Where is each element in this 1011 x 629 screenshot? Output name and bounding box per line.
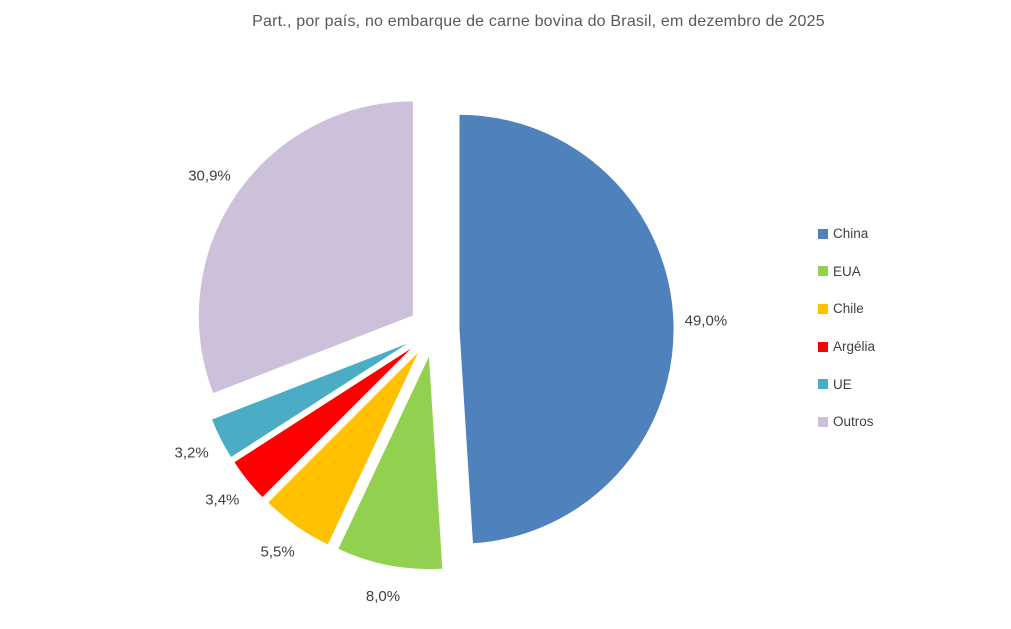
- legend-label-argelia: Argélia: [833, 339, 876, 355]
- legend-swatch-ue: [818, 379, 828, 390]
- chart-title: Part., por país, no embarque de carne bo…: [252, 13, 825, 30]
- legend-item-chile[interactable]: Chile: [818, 290, 875, 328]
- legend-swatch-outros: [818, 416, 828, 427]
- legend-label-china: China: [833, 226, 869, 242]
- legend-item-eua[interactable]: EUA: [818, 253, 875, 291]
- pie-slice-eua[interactable]: [337, 354, 444, 571]
- data-label-china: 49,0%: [685, 312, 728, 329]
- legend-item-outros[interactable]: Outros: [818, 403, 875, 441]
- legend-item-ue[interactable]: UE: [818, 365, 875, 403]
- legend-label-chile: Chile: [833, 301, 864, 317]
- pie-slice-china[interactable]: [458, 113, 675, 545]
- data-label-chile: 5,5%: [260, 543, 294, 560]
- legend-item-china[interactable]: China: [818, 215, 875, 253]
- legend-label-outros: Outros: [833, 414, 874, 430]
- pie-slice-outros[interactable]: [197, 100, 414, 395]
- legend-item-argelia[interactable]: Argélia: [818, 328, 875, 366]
- pie-slice-chile[interactable]: [266, 350, 421, 546]
- legend-label-ue: UE: [833, 376, 852, 392]
- data-label-argelia: 3,4%: [205, 492, 239, 509]
- chart-legend: China EUA Chile Argélia UE Outros: [818, 215, 875, 441]
- legend-swatch-chile: [818, 303, 828, 314]
- legend-label-eua: EUA: [833, 263, 861, 279]
- data-label-eua: 8,0%: [366, 588, 400, 605]
- legend-swatch-eua: [818, 266, 828, 277]
- pie-slice-ue[interactable]: [210, 340, 412, 459]
- pie-slice-argelia[interactable]: [233, 345, 415, 499]
- legend-swatch-china: [818, 228, 828, 239]
- legend-swatch-argelia: [818, 341, 828, 352]
- data-label-ue: 3,2%: [174, 444, 208, 461]
- data-label-outros: 30,9%: [188, 167, 231, 184]
